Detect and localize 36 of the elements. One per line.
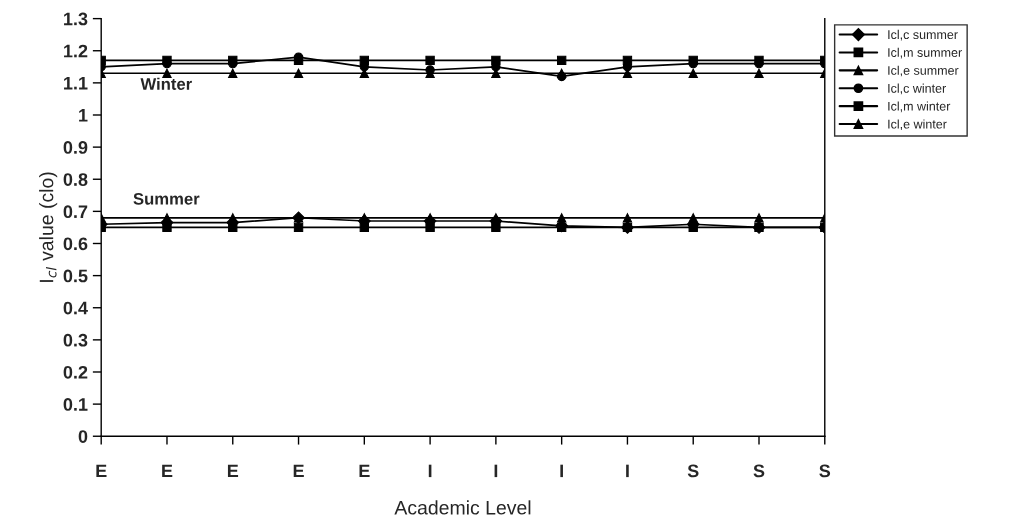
legend-label: Icl,c summer bbox=[888, 29, 958, 41]
y-tick-label: 0.1 bbox=[63, 398, 88, 411]
y-tick-label: 0.9 bbox=[63, 141, 88, 154]
x-tick-label: S bbox=[819, 464, 831, 478]
x-tick-label: I bbox=[560, 464, 563, 478]
legend-label: Icl,e winter bbox=[888, 119, 947, 131]
y-tick-label: 0 bbox=[78, 430, 88, 443]
y-tick-label: 1.3 bbox=[64, 12, 88, 26]
legend-label: Icl,c winter bbox=[888, 83, 946, 95]
y-tick-label: 0.3 bbox=[63, 333, 88, 347]
legend-label: Icl,m winter bbox=[888, 101, 951, 113]
x-axis-title: Academic Level bbox=[394, 500, 531, 515]
x-tick-label: S bbox=[753, 464, 765, 478]
y-tick-label: 0.2 bbox=[63, 365, 88, 379]
annotation: Winter bbox=[140, 77, 192, 90]
annotation: Summer bbox=[133, 192, 200, 205]
x-tick-label: E bbox=[359, 464, 370, 478]
x-tick-label: I bbox=[428, 464, 432, 478]
legend-label: Icl,m summer bbox=[888, 47, 962, 59]
legend-label: Icl,e summer bbox=[888, 65, 959, 77]
y-tick-label: 0.4 bbox=[63, 301, 88, 315]
y-tick-label: 1.1 bbox=[64, 76, 88, 90]
y-tick-label: 0.6 bbox=[63, 237, 88, 251]
y-tick-label: 0.7 bbox=[63, 205, 88, 219]
x-tick-label: E bbox=[162, 464, 173, 478]
x-tick-label: E bbox=[96, 464, 107, 478]
x-tick-label: E bbox=[227, 464, 239, 478]
x-tick-label: I bbox=[494, 464, 498, 478]
x-tick-label: S bbox=[687, 464, 699, 478]
y-tick-label: 1 bbox=[79, 109, 88, 122]
y-tick-label: 1.2 bbox=[64, 44, 88, 58]
x-tick-label: E bbox=[293, 464, 304, 478]
y-tick-label: 0.5 bbox=[63, 269, 88, 283]
x-tick-label: I bbox=[626, 464, 629, 478]
y-tick-label: 0.8 bbox=[63, 173, 88, 186]
y-axis-title: I$_{cl}$ value (clo) bbox=[39, 172, 58, 282]
